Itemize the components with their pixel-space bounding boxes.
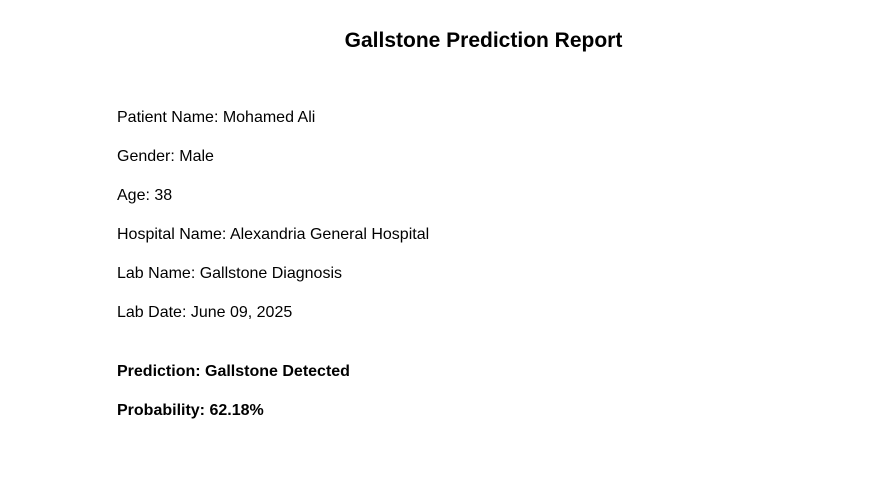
lab-name-field: Lab Name: Gallstone Diagnosis [117, 265, 343, 282]
lab-date-field: Lab Date: June 09, 2025 [117, 304, 293, 321]
gender-field: Gender: Male [117, 148, 214, 165]
age-field: Age: 38 [117, 187, 173, 204]
probability-result: Probability: 62.18% [117, 402, 264, 419]
report-title: Gallstone Prediction Report [344, 29, 623, 52]
hospital-name-field: Hospital Name: Alexandria General Hospit… [117, 226, 430, 243]
prediction-result: Prediction: Gallstone Detected [117, 363, 350, 380]
patient-name-field: Patient Name: Mohamed Ali [117, 109, 316, 126]
